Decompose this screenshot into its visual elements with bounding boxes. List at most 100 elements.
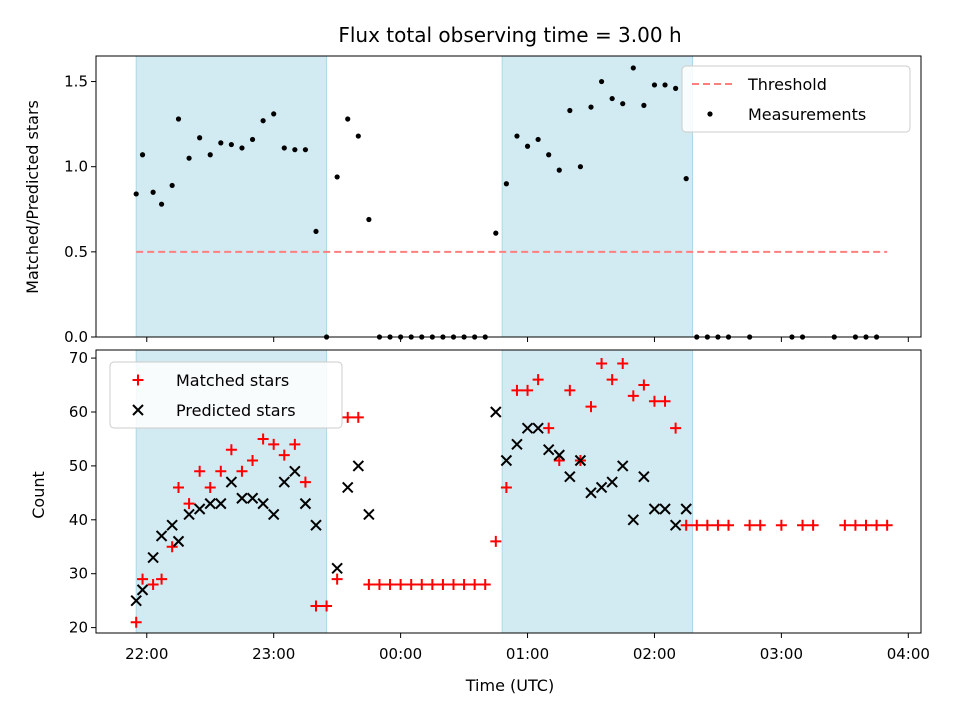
matched-star-marker <box>130 616 142 628</box>
matched-star-marker <box>712 519 724 531</box>
predicted-star-marker <box>267 508 280 521</box>
measurement-point <box>609 95 615 102</box>
measurement-point <box>292 147 298 153</box>
measurement-point <box>366 216 372 223</box>
legend-label: Measurements <box>748 105 866 124</box>
x-tick-label: 02:00 <box>633 645 676 663</box>
measurement-point <box>133 191 139 197</box>
measurement-point <box>197 135 203 141</box>
y-tick-label: 20 <box>69 619 88 637</box>
measurement-point <box>207 152 213 158</box>
predicted-star-marker <box>617 460 629 472</box>
predicted-star-marker <box>511 438 523 451</box>
predicted-star-marker <box>542 444 555 456</box>
matched-star-marker <box>754 519 766 531</box>
matched-star-marker <box>352 411 364 423</box>
matched-star-marker <box>585 401 597 413</box>
measurement-point <box>260 118 266 124</box>
measurement-point <box>588 104 594 110</box>
matched-star-marker <box>204 481 216 493</box>
matched-star-marker <box>247 455 259 467</box>
measurement-point <box>281 145 287 151</box>
matched-star-marker <box>215 465 227 477</box>
matched-star-marker <box>744 519 756 531</box>
y-tick-label: 1.5 <box>64 73 88 91</box>
matched-star-marker <box>137 573 149 585</box>
predicted-star-marker <box>225 476 238 488</box>
matched-star-marker <box>448 578 459 590</box>
measurement-point <box>620 101 626 107</box>
measurement-point <box>158 201 165 207</box>
matched-star-marker <box>310 600 322 612</box>
matched-star-marker <box>236 465 248 477</box>
chart-title: Flux total observing time = 3.00 h <box>338 23 681 47</box>
matched-star-marker <box>458 578 470 590</box>
measurement-point <box>641 102 647 108</box>
matched-star-marker <box>860 519 872 531</box>
matched-star-marker <box>670 422 682 434</box>
matched-star-marker <box>405 578 417 590</box>
legend-matched-swatch <box>132 374 144 386</box>
measurement-point <box>630 65 636 71</box>
matched-star-marker <box>437 578 449 590</box>
matched-star-marker <box>775 519 787 531</box>
matched-star-marker <box>564 384 576 396</box>
matched-star-marker <box>659 395 671 407</box>
y-tick-label: 0.0 <box>64 328 88 346</box>
bottom-y-axis-label: Count <box>29 471 48 519</box>
measurement-point <box>249 136 256 143</box>
predicted-star-marker <box>147 551 159 564</box>
measurement-point <box>150 189 156 195</box>
x-tick-label: 22:00 <box>125 645 168 663</box>
measurement-point <box>355 133 361 139</box>
measurement-point <box>302 147 309 153</box>
measurement-point <box>139 152 146 158</box>
predicted-star-marker <box>299 497 312 510</box>
matched-star-marker <box>321 600 333 612</box>
predicted-star-marker <box>564 470 576 483</box>
predicted-star-marker <box>215 497 227 510</box>
matched-star-marker <box>268 438 280 450</box>
legend-measurement-swatch <box>707 111 713 117</box>
matched-star-marker <box>807 519 819 531</box>
matched-star-marker <box>384 578 396 590</box>
matched-star-marker <box>648 395 660 407</box>
matched-star-marker <box>156 573 168 585</box>
predicted-star-marker <box>585 487 597 499</box>
matched-star-marker <box>839 519 851 531</box>
matched-star-marker <box>881 519 893 531</box>
matched-star-marker <box>680 519 692 531</box>
legend-label: Threshold <box>747 75 827 94</box>
measurement-point <box>218 140 224 146</box>
measurement-point <box>313 228 319 235</box>
matched-star-marker <box>627 390 639 402</box>
measurement-point <box>169 182 175 189</box>
predicted-star-marker <box>136 584 149 596</box>
predicted-star-marker <box>532 422 544 434</box>
matched-star-marker <box>500 481 512 493</box>
measurement-point <box>577 164 584 170</box>
predicted-star-marker <box>130 594 142 607</box>
predicted-star-marker <box>680 503 692 515</box>
predicted-star-marker <box>553 449 565 461</box>
y-tick-label: 50 <box>69 457 88 475</box>
predicted-star-marker <box>606 476 618 488</box>
measurement-point <box>524 143 531 149</box>
predicted-star-marker <box>574 454 587 467</box>
observing-window-band <box>135 55 328 338</box>
measurement-point <box>493 230 499 236</box>
legend-predicted-swatch <box>132 404 144 416</box>
measurement-point <box>651 82 658 88</box>
measurement-point <box>556 167 562 173</box>
predicted-star-marker <box>310 519 322 531</box>
matched-star-marker <box>278 449 290 461</box>
measurement-point <box>228 141 234 148</box>
measurement-point <box>567 107 573 114</box>
matched-star-marker <box>638 379 650 391</box>
matched-star-marker <box>797 519 809 531</box>
y-tick-label: 70 <box>69 349 88 367</box>
matched-star-marker <box>490 535 502 547</box>
matched-star-marker <box>701 519 713 531</box>
predicted-star-marker <box>595 481 608 494</box>
